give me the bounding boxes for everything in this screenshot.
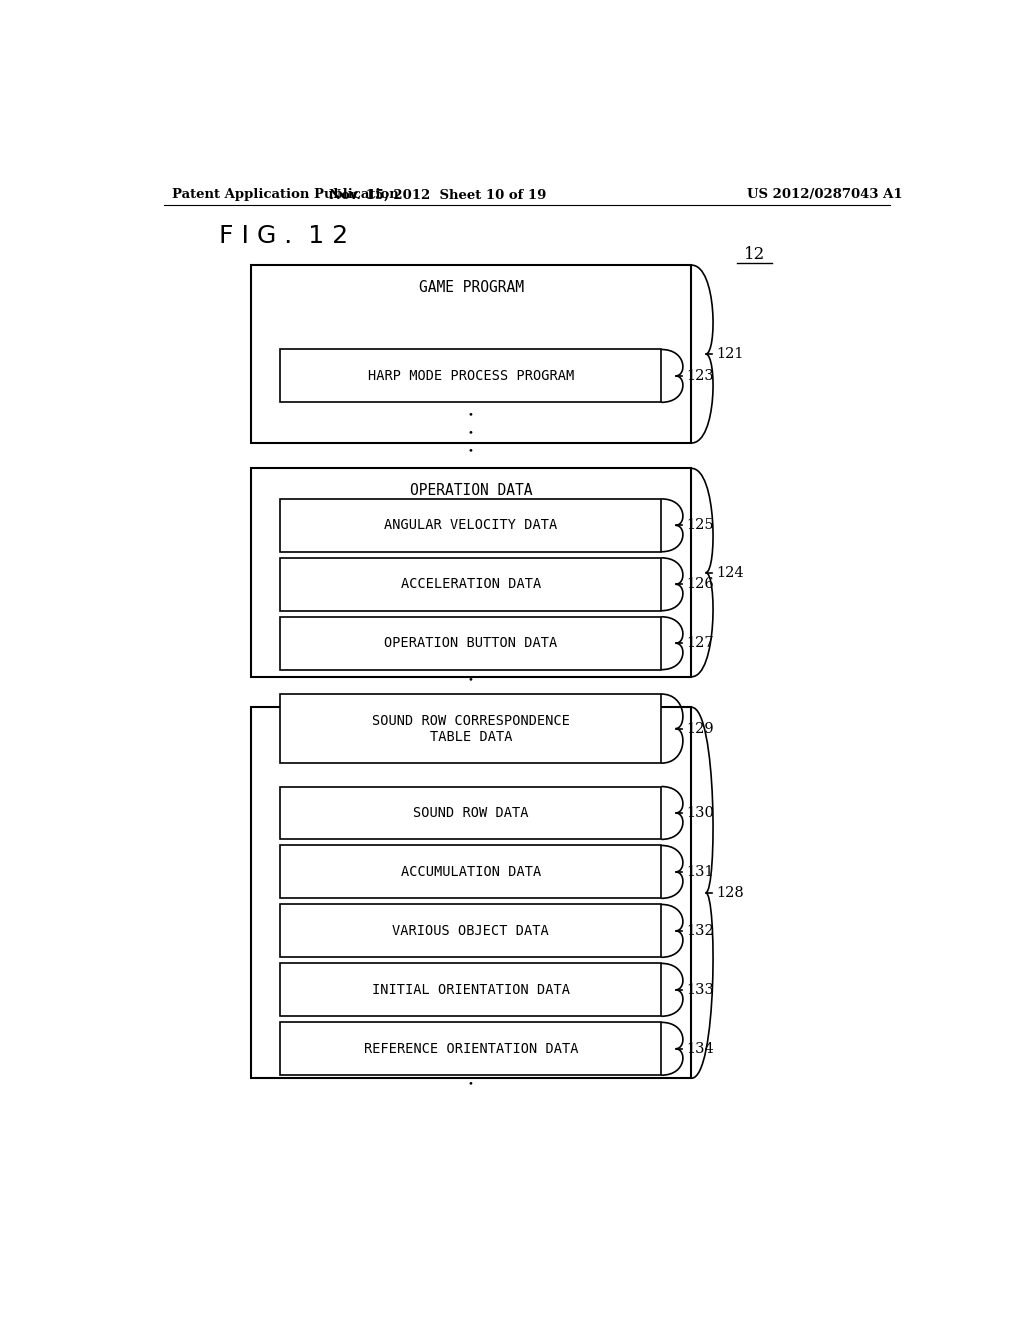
Text: 129: 129 [686,722,714,735]
FancyBboxPatch shape [281,694,662,763]
Text: 12: 12 [744,247,766,264]
Text: 126: 126 [686,577,714,591]
Text: ANGULAR VELOCITY DATA: ANGULAR VELOCITY DATA [384,519,557,532]
Text: SOUND ROW CORRESPONDENCE
TABLE DATA: SOUND ROW CORRESPONDENCE TABLE DATA [372,714,569,743]
Text: F I G .  1 2: F I G . 1 2 [219,223,348,248]
Text: ACCELERATION DATA: ACCELERATION DATA [400,577,541,591]
FancyBboxPatch shape [281,350,662,403]
Text: US 2012/0287043 A1: US 2012/0287043 A1 [748,189,902,202]
Text: 127: 127 [686,636,714,651]
FancyBboxPatch shape [281,1022,662,1076]
FancyBboxPatch shape [281,964,662,1016]
Text: •: • [468,676,474,684]
FancyBboxPatch shape [281,787,662,840]
Text: •: • [468,428,474,437]
Text: •: • [468,411,474,418]
Text: HARP MODE PROCESS PROGRAM: HARP MODE PROCESS PROGRAM [368,368,574,383]
Text: •: • [468,1043,474,1051]
Text: •: • [468,1078,474,1088]
Text: 132: 132 [686,924,714,939]
FancyBboxPatch shape [281,558,662,611]
Text: ACCUMULATION DATA: ACCUMULATION DATA [400,865,541,879]
Text: •: • [468,1060,474,1069]
Text: 124: 124 [716,565,743,579]
FancyBboxPatch shape [281,499,662,552]
Text: PROCESS DATA: PROCESS DATA [419,722,523,737]
FancyBboxPatch shape [281,904,662,957]
FancyBboxPatch shape [251,708,691,1078]
Text: Patent Application Publication: Patent Application Publication [172,189,398,202]
Text: VARIOUS OBJECT DATA: VARIOUS OBJECT DATA [392,924,549,939]
Text: •: • [468,446,474,455]
Text: REFERENCE ORIENTATION DATA: REFERENCE ORIENTATION DATA [364,1041,579,1056]
Text: 131: 131 [686,865,714,879]
FancyBboxPatch shape [281,846,662,899]
Text: INITIAL ORIENTATION DATA: INITIAL ORIENTATION DATA [372,983,569,997]
Text: •: • [468,657,474,667]
Text: 130: 130 [686,807,714,820]
Text: GAME PROGRAM: GAME PROGRAM [419,280,523,294]
Text: •: • [468,639,474,648]
FancyBboxPatch shape [251,265,691,444]
FancyBboxPatch shape [251,469,691,677]
Text: 123: 123 [686,368,714,383]
Text: 134: 134 [686,1041,714,1056]
Text: 121: 121 [716,347,743,362]
Text: 128: 128 [716,886,743,900]
Text: 133: 133 [686,983,714,997]
Text: SOUND ROW DATA: SOUND ROW DATA [413,807,528,820]
Text: OPERATION DATA: OPERATION DATA [410,483,532,498]
Text: Nov. 15, 2012  Sheet 10 of 19: Nov. 15, 2012 Sheet 10 of 19 [329,189,546,202]
Text: 125: 125 [686,519,714,532]
FancyBboxPatch shape [281,616,662,669]
Text: OPERATION BUTTON DATA: OPERATION BUTTON DATA [384,636,557,651]
